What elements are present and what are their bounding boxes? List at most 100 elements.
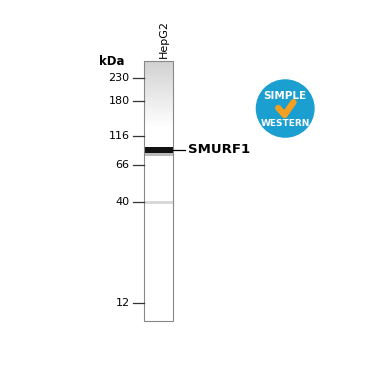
Bar xyxy=(144,167,173,170)
Bar xyxy=(144,245,173,248)
Bar xyxy=(144,209,173,212)
Bar xyxy=(144,102,173,105)
Text: 66: 66 xyxy=(116,160,130,170)
Bar xyxy=(144,183,173,186)
Bar xyxy=(144,211,173,214)
Bar xyxy=(144,240,173,243)
Bar xyxy=(144,282,173,284)
Bar xyxy=(144,303,173,305)
Bar xyxy=(144,123,173,126)
Bar xyxy=(144,76,173,79)
Bar xyxy=(144,97,173,100)
Bar xyxy=(144,243,173,245)
Bar xyxy=(144,172,173,175)
Bar xyxy=(144,206,173,209)
Bar xyxy=(144,136,173,139)
Bar xyxy=(144,227,173,230)
Bar xyxy=(144,188,173,191)
Bar xyxy=(144,92,173,94)
Bar xyxy=(144,186,173,188)
Bar xyxy=(144,279,173,282)
Bar xyxy=(144,222,173,225)
Bar xyxy=(144,160,173,162)
Bar xyxy=(144,308,173,310)
Bar xyxy=(144,69,173,71)
Bar xyxy=(144,116,173,118)
Bar xyxy=(144,82,173,84)
Bar xyxy=(144,251,173,253)
Text: 40: 40 xyxy=(116,197,130,207)
Bar xyxy=(144,113,173,116)
Bar xyxy=(144,235,173,238)
Bar xyxy=(144,121,173,123)
Text: 12: 12 xyxy=(116,298,130,308)
Bar xyxy=(144,126,173,129)
Bar xyxy=(144,110,173,113)
Bar xyxy=(144,248,173,250)
Bar xyxy=(144,178,173,180)
Bar xyxy=(144,201,173,204)
Bar xyxy=(144,61,173,321)
Bar xyxy=(144,157,173,160)
Bar xyxy=(144,292,173,295)
Text: kDa: kDa xyxy=(99,55,124,68)
Bar xyxy=(144,318,173,321)
Bar xyxy=(144,269,173,272)
Bar xyxy=(144,272,173,274)
Bar xyxy=(144,305,173,308)
Bar xyxy=(144,219,173,222)
Bar xyxy=(144,180,173,183)
Bar xyxy=(144,295,173,297)
Bar xyxy=(144,287,173,290)
Bar xyxy=(144,129,173,131)
Bar xyxy=(144,108,173,110)
Bar xyxy=(144,199,173,201)
Bar xyxy=(144,131,173,134)
Bar xyxy=(144,147,173,149)
Bar xyxy=(144,264,173,266)
Bar xyxy=(144,154,173,157)
Text: SIMPLE: SIMPLE xyxy=(264,91,307,101)
Bar xyxy=(144,277,173,279)
Bar xyxy=(144,134,173,136)
Bar xyxy=(144,284,173,287)
Bar xyxy=(144,152,173,154)
Bar xyxy=(144,94,173,97)
Text: 180: 180 xyxy=(109,96,130,106)
Text: 230: 230 xyxy=(109,73,130,83)
Circle shape xyxy=(255,78,316,139)
Bar xyxy=(144,253,173,256)
Bar xyxy=(144,256,173,258)
Bar xyxy=(144,274,173,277)
Bar xyxy=(144,100,173,102)
Bar xyxy=(144,63,173,66)
Bar xyxy=(144,105,173,108)
Bar xyxy=(144,315,173,318)
Bar xyxy=(144,90,173,92)
Bar xyxy=(144,297,173,300)
Bar xyxy=(144,170,173,172)
Bar xyxy=(144,290,173,292)
Bar xyxy=(144,238,173,240)
Bar xyxy=(144,149,173,152)
Bar xyxy=(144,225,173,227)
Bar xyxy=(144,153,173,156)
Bar xyxy=(144,261,173,264)
Bar xyxy=(144,165,173,167)
Bar xyxy=(144,313,173,315)
Bar xyxy=(144,300,173,303)
Bar xyxy=(144,191,173,194)
Bar xyxy=(144,230,173,232)
Bar xyxy=(144,61,173,63)
Bar xyxy=(144,204,173,206)
Text: HepG2: HepG2 xyxy=(159,20,169,58)
Bar xyxy=(144,66,173,69)
Bar xyxy=(144,196,173,199)
Bar xyxy=(144,266,173,269)
Bar xyxy=(144,74,173,76)
Bar xyxy=(144,87,173,90)
Bar xyxy=(144,79,173,82)
Bar xyxy=(145,201,173,204)
Bar xyxy=(144,144,173,147)
Bar xyxy=(144,147,173,153)
